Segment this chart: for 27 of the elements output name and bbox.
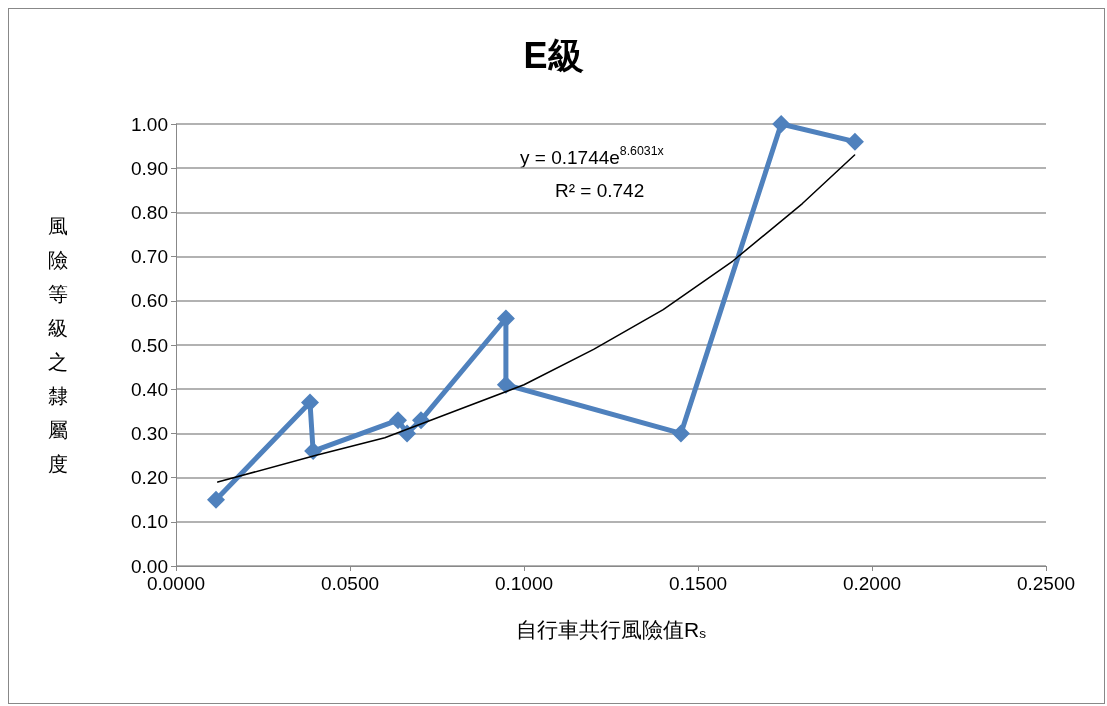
y-axis-title: 風險等級之隸屬度	[48, 215, 68, 475]
y-tick-label: 0.50	[131, 334, 168, 356]
chart-title: E級	[523, 34, 584, 76]
y-tick-label: 0.90	[131, 157, 168, 179]
y-tick-label: 0.20	[131, 467, 168, 489]
x-tick-label: 0.1500	[668, 573, 728, 594]
x-tick-label: 0.1000	[494, 573, 554, 594]
point	[496, 309, 515, 328]
point	[845, 132, 864, 151]
y-tick-label: 0.10	[131, 511, 168, 533]
point	[300, 393, 319, 412]
y-tick-label: 0.30	[131, 422, 168, 444]
y-tick-label: 0.70	[131, 246, 168, 268]
y-tick-label: 0.60	[131, 290, 168, 312]
point	[671, 424, 690, 443]
x-tick-label: 0.2500	[1016, 573, 1076, 594]
y-tick-label: 1.00	[131, 113, 168, 135]
x-axis-title: 自行車共行風險值Rs	[516, 618, 707, 642]
point	[207, 490, 226, 509]
point	[304, 442, 323, 461]
point	[389, 411, 408, 430]
x-tick-label: 0.2000	[842, 573, 902, 594]
y-tick-label: 0.40	[131, 378, 168, 400]
point	[772, 115, 791, 133]
y-tick-label: 0.80	[131, 201, 168, 223]
x-tick-label: 0.0500	[320, 573, 380, 594]
annotation: R² = 0.742	[555, 180, 645, 201]
